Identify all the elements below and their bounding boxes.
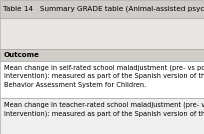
Text: Table 14   Summary GRADE table (Animal-assisted psychot: Table 14 Summary GRADE table (Animal-ass… — [3, 6, 204, 12]
Text: Mean change in self-rated school maladjustment (pre- vs post-
intervention): mea: Mean change in self-rated school maladju… — [4, 64, 204, 88]
Bar — [0, 49, 204, 61]
Bar — [0, 18, 204, 49]
Text: Mean change in teacher-rated school maladjustment (pre- vs post-
intervention): : Mean change in teacher-rated school mala… — [4, 101, 204, 117]
Bar — [0, 98, 204, 134]
Bar — [0, 0, 204, 18]
Bar — [0, 61, 204, 98]
Text: Outcome: Outcome — [4, 52, 40, 58]
